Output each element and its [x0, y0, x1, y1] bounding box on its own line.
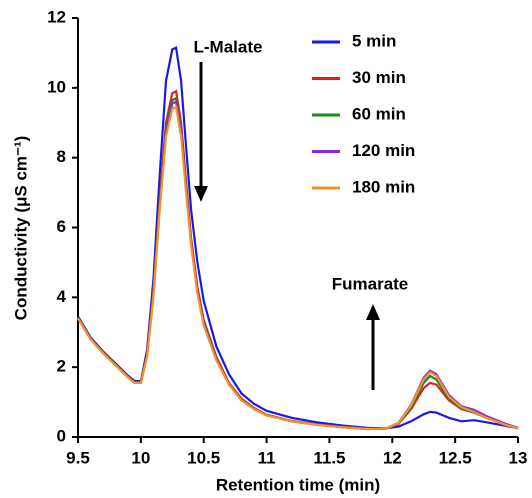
y-axis-label: Conductivity (μS cm⁻¹) [11, 136, 30, 321]
y-tick-label: 2 [57, 357, 66, 376]
annotation: Fumarate [332, 274, 409, 293]
x-tick-label: 10 [131, 448, 150, 467]
annotation: L-Malate [194, 37, 263, 56]
series-line [77, 100, 519, 431]
arrow-head [194, 186, 208, 202]
legend-label: 5 min [352, 31, 396, 50]
y-tick-label: 0 [57, 426, 66, 445]
x-tick-label: 13 [509, 448, 528, 467]
series-line [77, 96, 519, 431]
y-tick-label: 10 [47, 77, 66, 96]
x-tick-label: 9.5 [66, 448, 90, 467]
y-tick-label: 12 [47, 7, 66, 26]
y-tick-label: 6 [57, 217, 66, 236]
arrow-head [366, 304, 380, 320]
x-tick-label: 11.5 [313, 448, 345, 467]
legend-label: 120 min [352, 141, 415, 160]
y-tick-label: 8 [57, 147, 66, 166]
legend-label: 30 min [352, 68, 406, 87]
x-axis-label: Retention time (min) [216, 475, 380, 494]
x-tick-label: 12 [383, 448, 402, 467]
legend-label: 60 min [352, 104, 406, 123]
x-tick-label: 10.5 [187, 448, 220, 467]
x-tick-label: 12.5 [439, 448, 472, 467]
legend-label: 180 min [352, 177, 415, 196]
series-line [77, 89, 519, 430]
y-tick-label: 4 [57, 287, 67, 306]
series-line [77, 105, 519, 431]
x-tick-label: 11 [258, 448, 276, 467]
